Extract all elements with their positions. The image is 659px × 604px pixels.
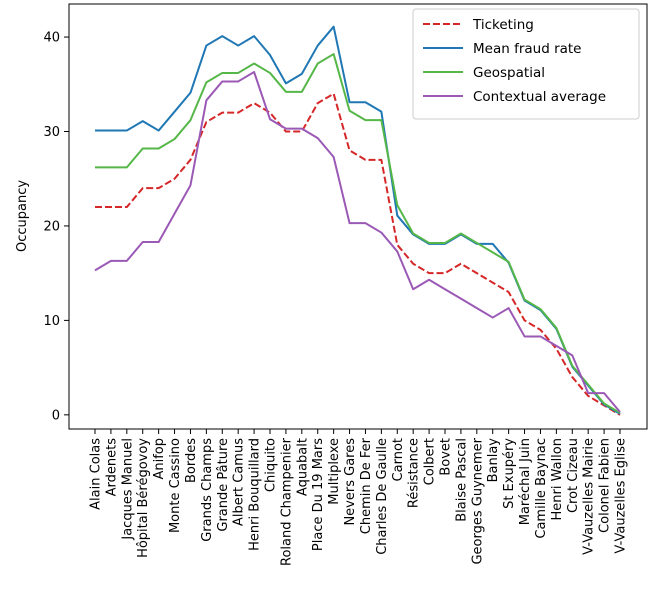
x-tick-label: Grands Champs <box>200 438 215 542</box>
x-tick-label: Ardenets <box>104 438 119 497</box>
x-tick-label: Aquabalt <box>295 438 310 496</box>
x-tick-label: Maréchal Juin <box>518 438 533 525</box>
x-axis: Alain Colas Ardenets Jacques Manuel Hôpital… <box>89 429 629 566</box>
x-tick-label: Multiplexe <box>327 438 342 505</box>
x-tick-label: Chiquito <box>264 438 279 492</box>
x-tick-label: Chemin De Fer <box>359 437 374 534</box>
series-line-ticketing <box>95 92 621 416</box>
legend-label: Contextual average <box>473 89 606 105</box>
x-tick-label: Jacques Manuel <box>120 438 135 541</box>
x-tick-label: Henri Bouquillard <box>248 438 263 551</box>
x-tick-label: Anifop <box>152 438 167 480</box>
x-tick-label: Georges Guynemer <box>470 437 485 564</box>
x-tick-label: St Exupéry <box>502 438 517 509</box>
x-tick-label: Résistance <box>407 438 422 508</box>
plot-frame <box>68 3 648 430</box>
x-tick-label: Colonel Fabien <box>598 438 613 533</box>
x-tick-label: Henri Wallon <box>550 438 565 521</box>
x-tick-label: Banlay <box>486 438 501 483</box>
y-axis-label: Occupancy <box>15 180 30 252</box>
legend-label: Mean fraud rate <box>473 41 582 57</box>
plot-lines <box>94 25 621 416</box>
x-tick-label: Colbert <box>423 438 438 485</box>
x-tick-label: Monte Cassino <box>168 438 183 533</box>
x-tick-label: Albert Camus <box>232 438 247 526</box>
legend-label: Geospatial <box>473 65 545 81</box>
legend: Ticketing Mean fraud rate Geospatial Contex… <box>412 8 640 120</box>
legend-label: Ticketing <box>472 17 534 33</box>
x-tick-label: Alain Colas <box>89 438 104 510</box>
x-tick-label: Hôpital Bérégovoy <box>136 438 151 558</box>
x-tick-label: Carnot <box>391 438 406 481</box>
x-tick-label: Roland Champenier <box>279 437 294 566</box>
x-tick-label: Blaise Pascal <box>454 438 469 522</box>
series-line-contextual-average <box>94 71 621 413</box>
x-tick-label: Bordes <box>184 438 199 483</box>
x-tick-label: Camille Baynac <box>534 438 549 539</box>
y-tick-label: 30 <box>43 125 60 140</box>
legend-box <box>412 8 640 120</box>
y-tick-label: 20 <box>43 219 60 234</box>
x-tick-label: V-Vauzelles Mairie <box>582 438 597 555</box>
y-tick-label: 0 <box>52 408 60 423</box>
y-tick-label: 10 <box>43 314 60 329</box>
series-line-geospatial <box>95 53 621 414</box>
y-tick-label: 40 <box>43 31 60 46</box>
x-tick-label: Bovet <box>439 438 454 476</box>
x-tick-label: Charles De Gaulle <box>375 438 390 555</box>
y-axis: 0 10 20 30 40 <box>43 31 69 423</box>
x-tick-label: Nevers Gares <box>343 438 358 526</box>
x-tick-label: Crot Cizeau <box>566 438 581 513</box>
x-tick-label: V-Vauzelles Eglise <box>614 438 629 554</box>
x-tick-label: Grande Pâture <box>216 438 231 532</box>
x-tick-label: Place Du 19 Mars <box>311 438 326 551</box>
